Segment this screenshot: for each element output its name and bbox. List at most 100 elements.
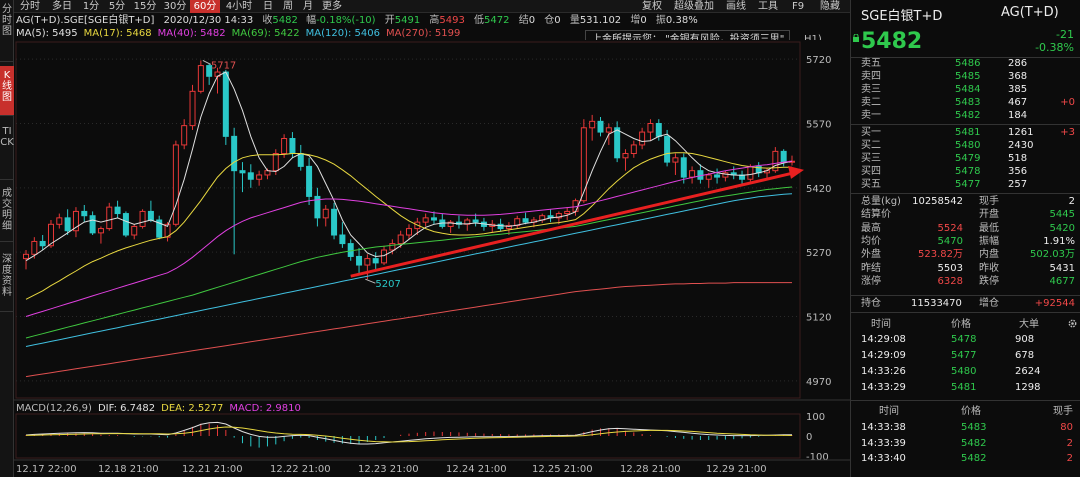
stat-value: 1.91% [1043,235,1075,247]
candle-body [89,215,96,234]
candle-body [772,150,779,172]
bid-volume: 257 [1008,179,1028,190]
period-tab-11[interactable]: 更多 [322,1,342,12]
period-tab-9[interactable]: 周 [283,1,293,12]
period-tab-8[interactable]: 日 [263,1,273,12]
ask-row[interactable]: 卖三 5484 385 [851,83,1080,96]
trade-price: 5481 [951,382,977,393]
candle-body [289,138,296,155]
sidebar-tab-0[interactable]: 分时图 [0,0,14,62]
oi-value: 0 [554,15,561,26]
low-marker: 5207 [375,279,400,290]
tick-price: 5482 [961,437,987,449]
ask-row[interactable]: 卖五 5486 286 [851,57,1080,70]
tick-row[interactable]: 14:33:40 5482 2 [851,452,1080,465]
ask-price: 5486 [955,58,981,69]
change-label: 幅 [306,15,317,26]
period-suffix: H1) [804,34,822,45]
candle-body [206,65,213,77]
stat-row: 外盘 523.82万 内盘 502.03万 [851,248,1080,261]
toolbar-action-3[interactable]: 工具 [758,1,778,12]
bid-row[interactable]: 买一 5481 1261 +3 [851,126,1080,139]
bid-row[interactable]: 买三 5479 518 [851,152,1080,165]
bid-row[interactable]: 买五 5477 257 [851,178,1080,191]
stat-label: 涨停 [861,275,881,287]
period-tab-7[interactable]: 4小时 [225,1,253,12]
candle-body [605,127,612,133]
trade-row[interactable]: 14:33:29 5481 1298 [851,381,1080,394]
toolbar-action-1[interactable]: 超级叠加 [674,1,714,12]
bid-volume: 518 [1008,153,1028,164]
ask-row[interactable]: 卖一 5482 184 [851,109,1080,122]
candle-body [314,195,321,219]
period-tab-0[interactable]: 分时 [20,1,40,12]
sidebar-tab-2[interactable]: TICK [0,122,14,180]
stat-label: 最低 [979,222,999,234]
candle-body [406,228,412,236]
period-tab-3[interactable]: 5分 [108,1,126,12]
high-label: 高 [429,15,440,26]
stat-value: 5470 [937,235,963,247]
trade-row[interactable]: 14:29:09 5477 678 [851,349,1080,362]
stat-label: 最高 [861,222,881,234]
toolbar-action-2[interactable]: 画线 [726,1,746,12]
ask-row[interactable]: 卖二 5483 467 +0 [851,96,1080,109]
period-tab-5[interactable]: 30分 [163,1,187,12]
tick-time: 14:33:38 [861,422,906,433]
candle-body [23,253,29,260]
stat-row: 均价 5470 振幅 1.91% [851,235,1080,248]
candle-body [497,223,504,230]
candle-body [389,243,396,251]
trade-row[interactable]: 14:29:08 5478 908 [851,333,1080,346]
ma-line-ma40 [25,160,793,317]
candle-body [447,221,454,227]
bid-row[interactable]: 买四 5478 356 [851,165,1080,178]
x-tick-label: 12.24 21:00 [446,464,507,475]
period-tab-6[interactable]: 60分 [190,0,220,13]
volume-value: 531.102 [579,15,622,26]
toolbar-action-4[interactable]: F9 [792,1,805,12]
candle-body [247,172,254,180]
candle-body [597,120,604,133]
bid-price: 5480 [955,140,981,151]
stat-label: 振幅 [979,235,999,247]
period-tab-10[interactable]: 月 [303,1,313,12]
candle-body [47,223,54,247]
period-tab-1[interactable]: 多日 [52,1,72,12]
toolbar-action-5[interactable]: 隐藏 [820,1,840,12]
tick-row[interactable]: 14:33:38 5483 80 [851,421,1080,434]
sidebar-tab-4[interactable]: 深度资料 [0,250,14,312]
ask-volume: 368 [1008,71,1028,82]
period-tab-4[interactable]: 15分 [133,1,157,12]
toolbar-action-0[interactable]: 复权 [642,1,662,12]
ma-legend: MA(5): 5495 MA(17): 5468 MA(40): 5482 MA(69… [16,28,466,40]
open-value: 5491 [394,15,421,26]
lock-icon[interactable] [853,33,859,42]
trade-time: 14:33:29 [861,382,906,393]
ticks-header: 时间 价格 现手 [851,405,1080,418]
period-tab-2[interactable]: 1分 [82,1,100,12]
settings-icon[interactable] [1067,318,1078,332]
candle-body [589,120,596,129]
stat-label: 总量(kg) [861,196,901,207]
candle-body [197,65,204,92]
ask-price: 5483 [955,97,981,108]
ask-row[interactable]: 卖四 5485 368 [851,70,1080,83]
amplitude-label: 振 [655,15,666,26]
macd-axis-label: 0 [806,432,812,443]
sidebar-tab-3[interactable]: 成交明细 [0,184,14,242]
period-toolbar: 分时 多日 1分 5分 15分 30分 60分 4小时日周月更多 复权 超级叠加 画线 工具 F9 隐藏 [14,0,850,13]
main-plot-frame [15,41,801,399]
bid-row[interactable]: 买二 5480 2430 [851,139,1080,152]
tick-row[interactable]: 14:33:39 5482 2 [851,437,1080,450]
ask-price: 5484 [955,84,981,95]
trade-row[interactable]: 14:33:26 5480 2624 [851,365,1080,378]
high-marker: 5717 [211,60,236,71]
macd-params: MACD(12,26,9) [16,403,92,414]
candlestick-chart[interactable]: 5720 5570 5420 5270 5120 4970 5717 5207 MACD(12,… [14,40,850,477]
ma-legend-item: MA(270): 5199 [386,28,461,39]
sidebar-tab-1[interactable]: K线图 [0,66,14,116]
stat-label: 均价 [861,235,881,247]
candle-body [331,208,338,236]
